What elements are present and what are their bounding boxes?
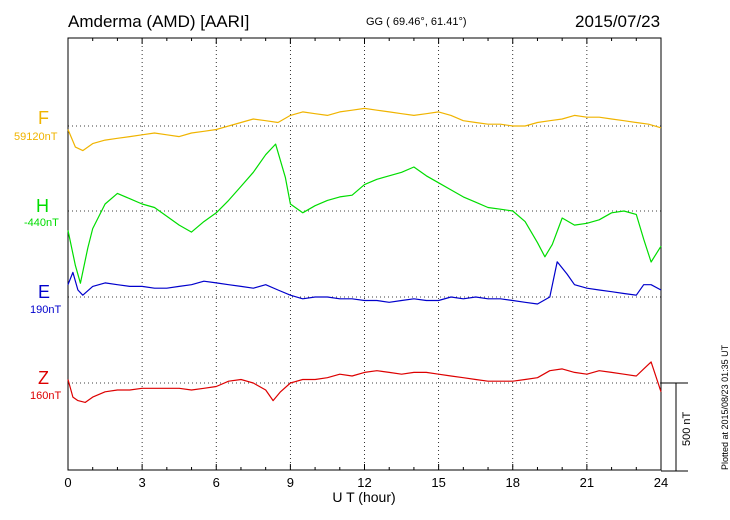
x-tick-label-18: 18 bbox=[506, 475, 520, 490]
component-e-label: E bbox=[38, 282, 51, 302]
series-e-line bbox=[67, 261, 662, 305]
series-z-line bbox=[67, 361, 662, 403]
component-h-label: H bbox=[36, 196, 49, 216]
x-axis-title: U T (hour) bbox=[332, 489, 395, 505]
x-tick-label-12: 12 bbox=[357, 475, 371, 490]
date-label: 2015/07/23 bbox=[575, 12, 661, 31]
x-tick-label-0: 0 bbox=[64, 475, 71, 490]
coordinates-label: GG ( 69.46°, 61.41°) bbox=[366, 16, 467, 28]
series-f-line bbox=[67, 107, 662, 152]
x-tick-label-21: 21 bbox=[580, 475, 594, 490]
scale-bar bbox=[661, 382, 688, 472]
grid-layer bbox=[141, 38, 588, 470]
series-h-line bbox=[67, 143, 662, 284]
component-f-baseline: 59120nT bbox=[14, 131, 58, 143]
x-axis: 0 3 6 9 12 15 18 21 24 bbox=[64, 38, 668, 490]
x-tick-label-24: 24 bbox=[654, 475, 668, 490]
baseline-layer bbox=[68, 125, 661, 384]
component-z-baseline: 160nT bbox=[30, 390, 62, 402]
series-layer bbox=[67, 107, 662, 403]
x-tick-label-6: 6 bbox=[213, 475, 220, 490]
component-h-baseline: -440nT bbox=[24, 217, 59, 229]
component-e-baseline: 190nT bbox=[30, 304, 62, 316]
component-z-label: Z bbox=[38, 368, 49, 388]
x-tick-label-9: 9 bbox=[287, 475, 294, 490]
component-f-label: F bbox=[38, 108, 49, 128]
x-tick-label-15: 15 bbox=[431, 475, 445, 490]
x-tick-label-3: 3 bbox=[139, 475, 146, 490]
chart-title: Amderma (AMD) [AARI] bbox=[68, 12, 250, 31]
